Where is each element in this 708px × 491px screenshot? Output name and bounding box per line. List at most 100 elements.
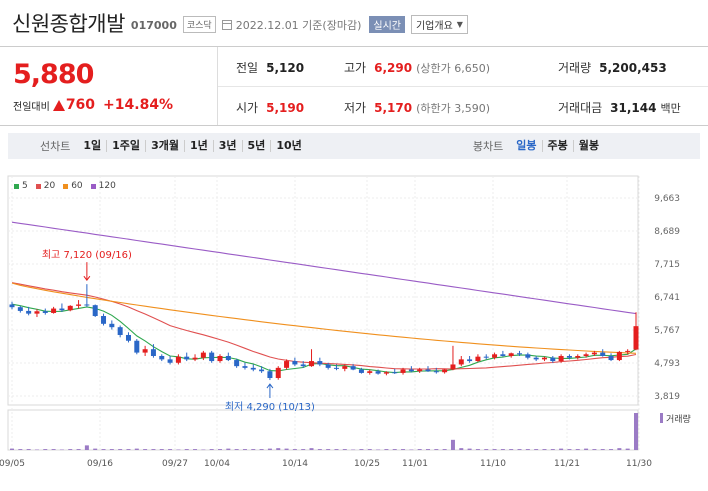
volume-bar: [168, 449, 173, 450]
candle-body: [492, 354, 498, 358]
candle-body: [109, 323, 115, 328]
prev-close-value: 5,120: [266, 61, 305, 75]
volume-bar: [376, 449, 381, 451]
candle-body: [566, 355, 572, 358]
candle-body: [192, 357, 198, 360]
x-tick-label: 09/16: [87, 459, 113, 469]
period-10y[interactable]: 10년: [276, 139, 302, 152]
open-price: 시가 5,190: [236, 99, 304, 116]
volume-bar: [34, 449, 39, 451]
period-1w[interactable]: 1주일: [107, 140, 147, 152]
line-chart-label: 선차트: [40, 140, 71, 153]
volume-bar: [575, 449, 580, 450]
down-arrow-icon: [83, 275, 91, 281]
candle-body: [67, 305, 73, 311]
candle-body: [142, 349, 148, 353]
volume-bar: [59, 449, 64, 451]
legend-ma60: 60: [63, 181, 83, 191]
prev-close-label: 전일: [236, 61, 259, 75]
volume-bar: [384, 449, 389, 450]
volume-bar: [242, 449, 247, 450]
volume-bar: [184, 449, 189, 450]
volume-bar: [475, 449, 480, 450]
legend-ma5: 5: [14, 181, 28, 191]
high-label: 고가: [344, 61, 367, 75]
volume-bar: [68, 449, 73, 450]
candle-body: [250, 367, 256, 370]
volume-bar: [234, 449, 239, 450]
x-tick-label: 11/01: [402, 459, 428, 469]
candle-body: [433, 371, 439, 373]
period-1y[interactable]: 1년: [185, 140, 214, 152]
volume-bar: [417, 449, 422, 450]
period-1d[interactable]: 1일: [78, 140, 108, 152]
lower-limit: (하한가 3,590): [416, 102, 490, 115]
low-value: 5,170: [374, 101, 413, 115]
period-3y[interactable]: 3년: [214, 140, 243, 152]
legend-ma120: 120: [90, 181, 116, 191]
candle-body: [591, 352, 597, 355]
volume-bar: [226, 448, 231, 450]
candle-body: [101, 316, 107, 324]
volume-bar: [609, 449, 614, 450]
candle-body: [633, 326, 639, 350]
candle-body: [209, 352, 215, 362]
volume-bar: [509, 449, 514, 450]
trade-amount: 거래대금 31,144 백만: [558, 99, 681, 116]
volume: 거래량 5,200,453: [558, 59, 667, 76]
candle-body: [167, 359, 173, 363]
realtime-button[interactable]: 실시간: [369, 16, 405, 33]
volume-bar: [409, 449, 414, 451]
volume-bar: [51, 449, 56, 450]
up-arrow-icon: [52, 99, 65, 111]
candle-body: [242, 366, 248, 368]
upper-limit: (상한가 6,650): [416, 62, 490, 75]
volume-bar: [617, 448, 622, 450]
volume-bar: [301, 449, 306, 450]
candle-body: [417, 369, 423, 372]
volume-bar: [151, 449, 156, 450]
y-tick-label: 9,663: [654, 194, 680, 204]
volume-bar: [292, 449, 297, 450]
candle-body: [458, 359, 464, 365]
volume-bar: [484, 449, 489, 450]
x-tick-label: 11/10: [480, 459, 506, 469]
volume-bar: [76, 449, 81, 450]
candle-body: [284, 361, 290, 368]
candle-body: [358, 369, 364, 373]
volume-label: 거래량: [558, 61, 592, 75]
candle-body: [575, 355, 581, 358]
candle-weekly[interactable]: 주봉: [543, 140, 574, 152]
volume-bar: [326, 449, 331, 450]
candle-body: [325, 364, 331, 368]
volume-bar: [10, 448, 14, 450]
candle-daily[interactable]: 일봉: [511, 140, 543, 152]
candle-body: [76, 304, 82, 306]
x-tick-label: 09/05: [0, 459, 25, 469]
volume-bar: [592, 449, 597, 450]
ma20-line: [11, 282, 637, 370]
quote-date: 2022.12.01 기준(장마감): [235, 18, 362, 32]
current-price-box: 5,880 전일대비 760 +14.84%: [0, 47, 218, 125]
period-3m[interactable]: 3개월: [146, 140, 185, 152]
y-tick-label: 5,767: [654, 326, 680, 336]
volume-bar: [84, 445, 89, 450]
candle-body: [92, 305, 98, 317]
period-5y[interactable]: 5년: [243, 140, 272, 152]
volume-legend-swatch: [660, 413, 663, 423]
volume-bar: [492, 449, 497, 450]
volume-bar: [259, 449, 264, 450]
volume-bar: [309, 448, 314, 450]
current-price: 5,880: [13, 59, 94, 90]
candle-body: [117, 327, 123, 335]
candle-body: [425, 369, 431, 372]
volume-bar: [218, 449, 222, 450]
volume-bar: [359, 449, 364, 450]
volume-bar: [93, 448, 98, 450]
candle-body: [342, 366, 348, 369]
company-info-label: 기업개요: [415, 21, 453, 32]
candle-monthly[interactable]: 월봉: [578, 139, 599, 152]
volume-bar: [450, 439, 455, 450]
x-tick-label: 10/04: [204, 459, 230, 469]
company-info-dropdown[interactable]: 기업개요 ▼: [410, 15, 468, 34]
